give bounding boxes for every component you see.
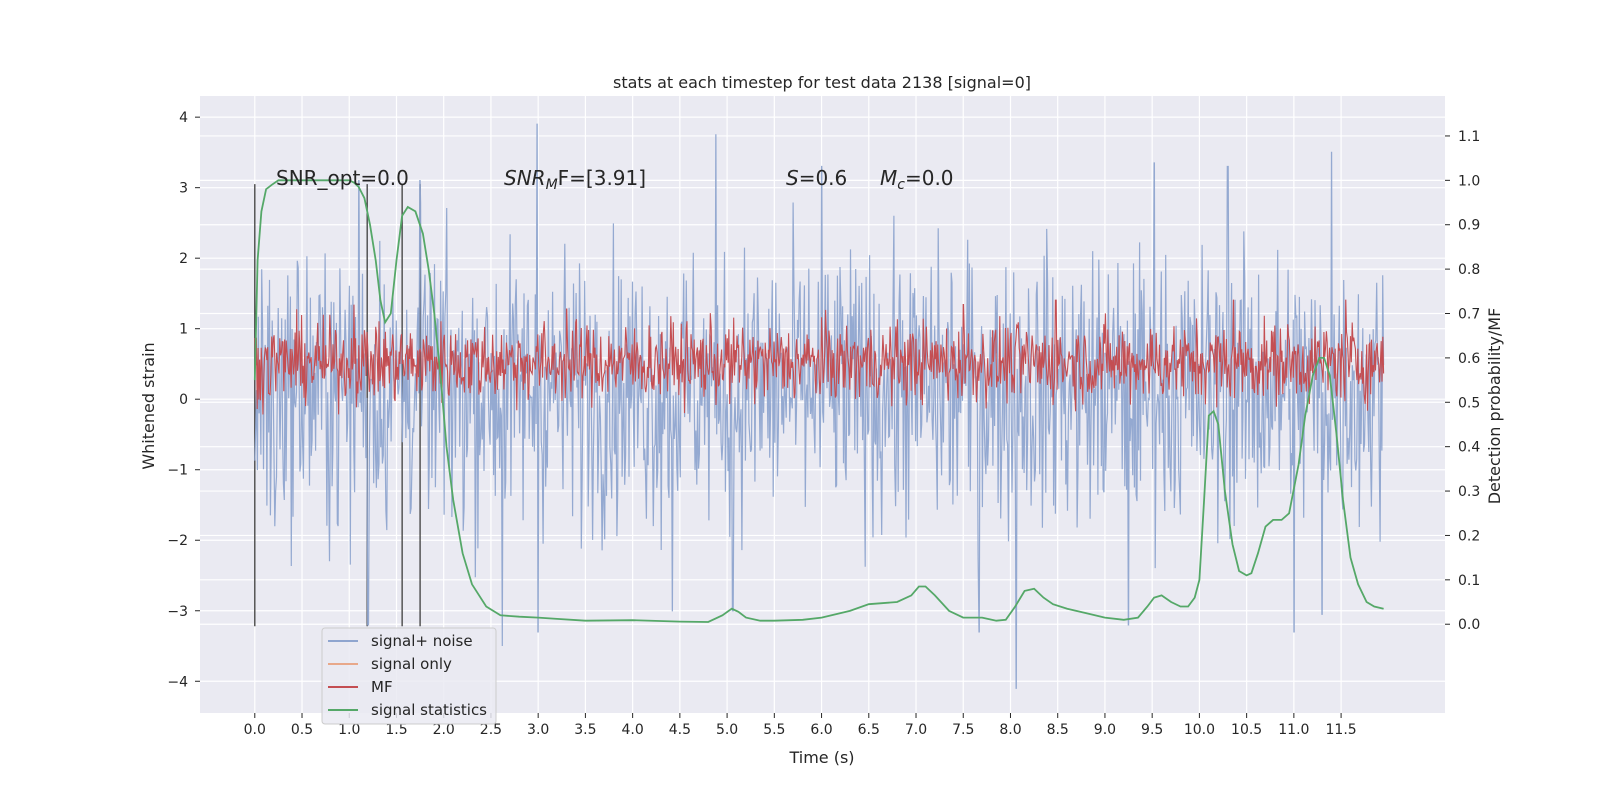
x-tick-label: 3.0 [527,722,549,738]
x-tick-label: 9.5 [1141,722,1163,738]
y-left-tick-label: 1 [179,322,188,338]
y-left-tick-label: 4 [179,110,188,126]
x-tick-label: 4.5 [669,722,691,738]
x-tick-label: 1.0 [338,722,360,738]
y-right-tick-label: 0.0 [1458,617,1480,633]
y-right-tick-label: 0.2 [1458,528,1480,544]
annotation-snr-mf-rest: F=[3.91] [558,166,646,190]
x-tick-label: 10.0 [1184,722,1215,738]
y-right-tick-label: 0.7 [1458,307,1480,323]
x-tick-label: 11.0 [1278,722,1309,738]
x-tick-label: 7.5 [952,722,974,738]
annotation-s-var: S [786,166,799,190]
x-tick-label: 11.5 [1326,722,1357,738]
x-tick-label: 2.5 [480,722,502,738]
legend-label-mf: MF [371,678,393,696]
x-tick-label: 10.5 [1231,722,1262,738]
x-tick-label: 2.0 [433,722,455,738]
chart-title: stats at each timestep for test data 213… [613,73,1031,92]
legend-box [321,627,497,725]
y-left-tick-label: 0 [179,392,188,408]
y-right-tick-label: 0.8 [1458,262,1480,278]
annotation-mc-var: M [880,166,897,190]
y-right-tick-label: 0.9 [1458,218,1480,234]
legend-label-signal-only: signal only [371,655,452,673]
x-tick-label: 6.5 [858,722,880,738]
y-left-tick-label: −2 [167,533,188,549]
annotation-snr-opt: SNR_opt=0.0 [276,166,409,190]
y-left-tick-label: 3 [179,181,188,197]
series-line-signal-statistics [253,179,1384,623]
x-tick-label: 8.5 [1047,722,1069,738]
y-left-tick-label: −1 [167,463,188,479]
annotation-s: S=0.6 [786,166,847,190]
x-tick-label: 3.5 [574,722,596,738]
y-right-tick-label: 0.4 [1458,440,1480,456]
y-left-tick-label: −4 [167,674,188,690]
grid [200,96,1445,713]
series-line-signal-noise [254,123,1385,689]
series-layer [253,123,1385,689]
y-right-tick-label: 0.5 [1458,395,1480,411]
annotations: SNR_opt=0.0 SNRMF=[3.91] S=0.6 Mc=0.0 [276,166,954,193]
legend-label-signal-statistics: signal statistics [371,701,487,719]
y-right-tick-label: 1.0 [1458,173,1480,189]
x-tick-label: 5.0 [716,722,738,738]
y-left-tick-label: −3 [167,604,188,620]
x-tick-label: 0.5 [291,722,313,738]
y-right-tick-label: 0.3 [1458,484,1480,500]
x-tick-label: 9.0 [1094,722,1116,738]
y-right-tick-label: 0.6 [1458,351,1480,367]
x-tick-label: 1.5 [385,722,407,738]
legend-label-signal-noise: signal+ noise [371,632,473,650]
legend: signal+ noise signal only MF signal stat… [321,627,497,725]
x-tick-label: 0.0 [244,722,266,738]
annotation-snr-mf: SNRMF=[3.91] [504,166,646,193]
y-axis-label-right: Detection probability/MF [1485,308,1504,505]
x-axis-label: Time (s) [788,748,854,767]
axes-text: 0.0 0.5 1.0 1.5 2.0 2.5 3.0 3.5 4.0 4.5 5.0 5.5 6.0 6… [167,110,1480,738]
annotation-snr-mf-sub: M [546,177,558,193]
annotation-mc: Mc=0.0 [880,166,954,193]
x-tick-label: 6.0 [810,722,832,738]
annotation-mc-rest: =0.0 [905,166,954,190]
y-axis-label-left: Whitened strain [139,342,158,469]
annotation-s-rest: =0.6 [799,166,848,190]
series-line-mf [254,299,1385,415]
x-tick-label: 5.5 [763,722,785,738]
y-left-tick-label: 2 [179,251,188,267]
annotation-snr-mf-main: SNR [504,166,546,190]
y-right-tick-label: 0.1 [1458,573,1480,589]
x-tick-label: 4.0 [621,722,643,738]
y-right-tick-label: 1.1 [1458,129,1480,145]
x-tick-label: 7.0 [905,722,927,738]
x-tick-label: 8.0 [999,722,1021,738]
annotation-mc-sub: c [897,177,905,193]
